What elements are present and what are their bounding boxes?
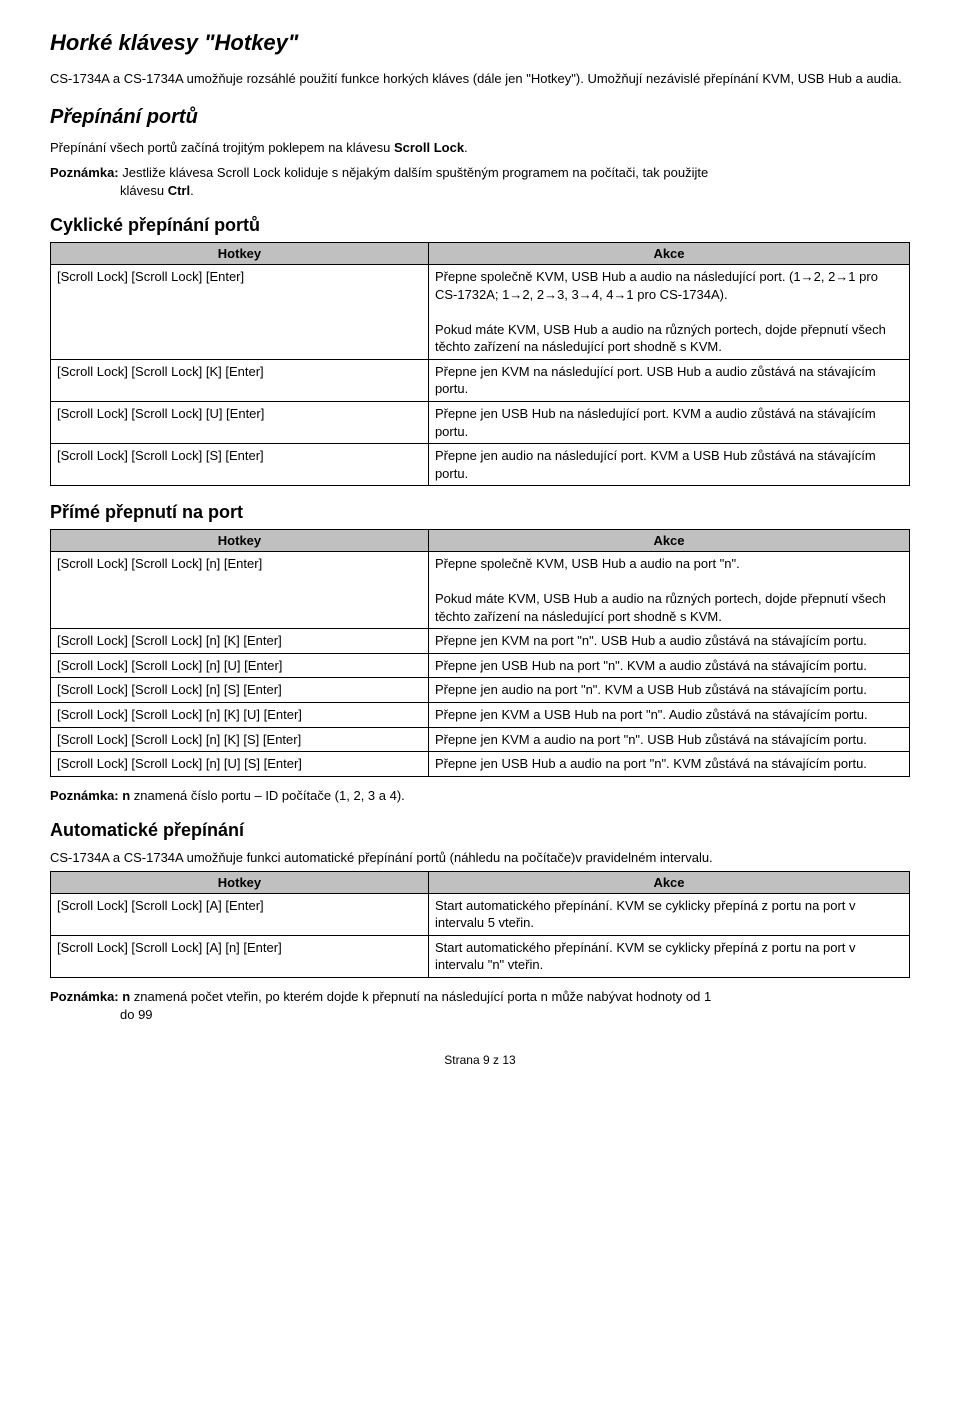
auto-table: Hotkey Akce [Scroll Lock] [Scroll Lock] … [50,871,910,978]
table-row: [Scroll Lock] [Scroll Lock] [S] [Enter] … [51,444,910,486]
header-hotkey: Hotkey [51,530,429,552]
direct-table: Hotkey Akce [Scroll Lock] [Scroll Lock] … [50,529,910,776]
table-row: [Scroll Lock] [Scroll Lock] [n] [K] [S] … [51,727,910,752]
hotkey-cell: [Scroll Lock] [Scroll Lock] [n] [K] [Ent… [51,629,429,654]
action-cell: Přepne jen KVM na port "n". USB Hub a au… [428,629,909,654]
note-label: Poznámka: [50,165,119,180]
hotkey-cell: [Scroll Lock] [Scroll Lock] [n] [S] [Ent… [51,678,429,703]
hotkey-cell: [Scroll Lock] [Scroll Lock] [U] [Enter] [51,402,429,444]
note-label: Poznámka: n [50,788,130,803]
table-row: [Scroll Lock] [Scroll Lock] [U] [Enter] … [51,402,910,444]
scroll-lock-bold: Scroll Lock [394,140,464,155]
section-heading-auto: Automatické přepínání [50,820,910,841]
note-text: Jestliže klávesa Scroll Lock koliduje s … [119,165,709,180]
action-cell: Start automatického přepínání. KVM se cy… [428,893,909,935]
action-cell: Přepne jen audio na port "n". KVM a USB … [428,678,909,703]
header-action: Akce [428,243,909,265]
direct-note: Poznámka: n znamená číslo portu – ID poč… [50,787,910,805]
auto-note-indent: do 99 [120,1006,910,1024]
page-title: Horké klávesy "Hotkey" [50,30,910,56]
section-heading-direct: Přímé přepnutí na port [50,502,910,523]
hotkey-cell: [Scroll Lock] [Scroll Lock] [n] [U] [Ent… [51,653,429,678]
hotkey-cell: [Scroll Lock] [Scroll Lock] [K] [Enter] [51,359,429,401]
note-text: znamená počet vteřin, po kterém dojde k … [130,989,711,1004]
hotkey-cell: [Scroll Lock] [Scroll Lock] [n] [K] [S] … [51,727,429,752]
action-cell: Přepne jen KVM a audio na port "n". USB … [428,727,909,752]
note-text: znamená číslo portu – ID počítače (1, 2,… [130,788,405,803]
table-header-row: Hotkey Akce [51,871,910,893]
section-heading-cyclic: Cyklické přepínání portů [50,215,910,236]
table-row: [Scroll Lock] [Scroll Lock] [A] [n] [Ent… [51,935,910,977]
table-row: [Scroll Lock] [Scroll Lock] [n] [K] [Ent… [51,629,910,654]
table-row: [Scroll Lock] [Scroll Lock] [Enter] Přep… [51,265,910,360]
action-cell: Přepne jen USB Hub na následující port. … [428,402,909,444]
table-row: [Scroll Lock] [Scroll Lock] [K] [Enter] … [51,359,910,401]
section-heading-switching: Přepínání portů [50,106,910,129]
header-hotkey: Hotkey [51,243,429,265]
table-row: [Scroll Lock] [Scroll Lock] [n] [S] [Ent… [51,678,910,703]
note-after-ctrl: . [190,183,194,198]
page-footer: Strana 9 z 13 [50,1053,910,1067]
action-cell: Přepne jen KVM na následující port. USB … [428,359,909,401]
note-label: Poznámka: n [50,989,130,1004]
table-header-row: Hotkey Akce [51,243,910,265]
intro-paragraph: CS-1734A a CS-1734A umožňuje rozsáhlé po… [50,70,910,88]
hotkey-cell: [Scroll Lock] [Scroll Lock] [A] [n] [Ent… [51,935,429,977]
hotkey-cell: [Scroll Lock] [Scroll Lock] [A] [Enter] [51,893,429,935]
action-cell: Přepne společně KVM, USB Hub a audio na … [428,265,909,360]
auto-intro: CS-1734A a CS-1734A umožňuje funkci auto… [50,849,910,867]
action-cell: Přepne jen KVM a USB Hub na port "n". Au… [428,703,909,728]
action-cell: Přepne jen audio na následující port. KV… [428,444,909,486]
action-cell: Přepne společně KVM, USB Hub a audio na … [428,552,909,629]
hotkey-cell: [Scroll Lock] [Scroll Lock] [n] [K] [U] … [51,703,429,728]
cyclic-table: Hotkey Akce [Scroll Lock] [Scroll Lock] … [50,242,910,486]
auto-note: Poznámka: n znamená počet vteřin, po kte… [50,988,910,1006]
table-row: [Scroll Lock] [Scroll Lock] [n] [U] [Ent… [51,653,910,678]
action-cell: Start automatického přepínání. KVM se cy… [428,935,909,977]
table-row: [Scroll Lock] [Scroll Lock] [n] [U] [S] … [51,752,910,777]
note-indent-line: klávesu Ctrl. [120,182,910,200]
action-cell: Přepne jen USB Hub na port "n". KVM a au… [428,653,909,678]
switching-paragraph: Přepínání všech portů začíná trojitým po… [50,139,910,157]
hotkey-cell: [Scroll Lock] [Scroll Lock] [n] [U] [S] … [51,752,429,777]
note-scroll-lock: Poznámka: Jestliže klávesa Scroll Lock k… [50,164,910,182]
header-action: Akce [428,871,909,893]
action-cell: Přepne jen USB Hub a audio na port "n". … [428,752,909,777]
hotkey-cell: [Scroll Lock] [Scroll Lock] [n] [Enter] [51,552,429,629]
table-header-row: Hotkey Akce [51,530,910,552]
header-action: Akce [428,530,909,552]
switching-text-after: . [464,140,468,155]
hotkey-cell: [Scroll Lock] [Scroll Lock] [S] [Enter] [51,444,429,486]
switching-text-before: Přepínání všech portů začíná trojitým po… [50,140,394,155]
header-hotkey: Hotkey [51,871,429,893]
hotkey-cell: [Scroll Lock] [Scroll Lock] [Enter] [51,265,429,360]
table-row: [Scroll Lock] [Scroll Lock] [n] [K] [U] … [51,703,910,728]
table-row: [Scroll Lock] [Scroll Lock] [A] [Enter] … [51,893,910,935]
note-indent-text: klávesu [120,183,168,198]
table-row: [Scroll Lock] [Scroll Lock] [n] [Enter] … [51,552,910,629]
ctrl-bold: Ctrl [168,183,190,198]
